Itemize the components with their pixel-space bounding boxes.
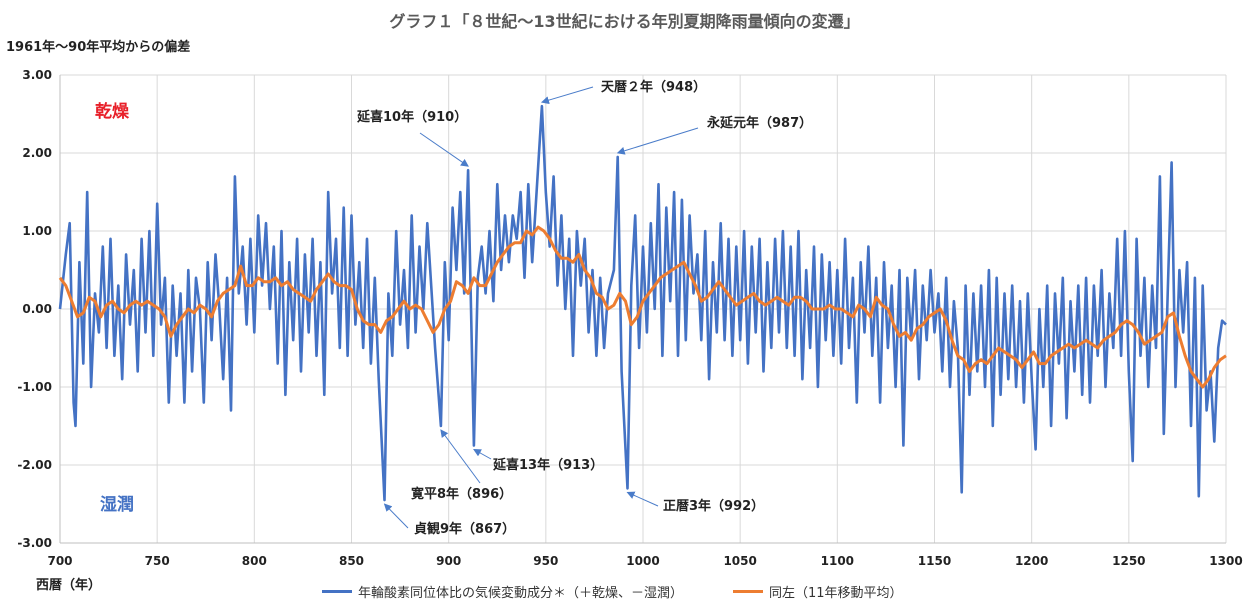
y-axis-label: 1961年～90年平均からの偏差 xyxy=(6,40,191,55)
legend-label-annual: 年輪酸素同位体比の気候変動成分＊（＋乾燥、－湿潤） xyxy=(358,586,684,601)
legend-swatch-annual xyxy=(322,590,352,593)
annotation-arrow xyxy=(616,127,699,155)
annotation-arrow xyxy=(473,449,492,460)
x-axis-label: 西暦（年） xyxy=(36,578,102,593)
x-tick-label: 1050 xyxy=(723,554,756,568)
x-tick-label: 850 xyxy=(339,554,364,568)
x-tick-label: 1000 xyxy=(626,554,659,568)
x-tick-label: 1250 xyxy=(1112,554,1145,568)
x-tick-label: 1300 xyxy=(1209,554,1242,568)
x-tick-label: 1100 xyxy=(821,554,854,568)
x-tick-label: 700 xyxy=(47,554,72,568)
annotation-arrow xyxy=(383,503,409,529)
legend-item-moving: 同左（11年移動平均） xyxy=(733,582,903,601)
annotation-label: 正暦3年（992） xyxy=(663,498,764,514)
y-tick-label: 1.00 xyxy=(22,224,52,238)
wet-region-label: 湿潤 xyxy=(100,495,134,515)
y-ticks: 3.00 2.00 1.00 0.00 -1.00 -2.00 -3.00 xyxy=(17,68,52,550)
y-tick-label: 0.00 xyxy=(22,302,52,316)
y-tick-label: -2.00 xyxy=(17,458,52,472)
x-tick-label: 1150 xyxy=(918,554,951,568)
annotation-label: 貞観9年（867） xyxy=(414,521,515,537)
x-tick-label: 1200 xyxy=(1015,554,1048,568)
x-ticks: 700 750 800 850 900 950 1000 1050 1100 1150 1200 12… xyxy=(47,554,1242,568)
series-line-moving-average xyxy=(58,225,1227,389)
y-tick-label: 2.00 xyxy=(22,146,52,160)
dry-region-label: 乾燥 xyxy=(95,101,130,122)
annotation-arrow xyxy=(626,491,659,507)
annotation-label: 延喜13年（913） xyxy=(492,457,603,473)
annotation-label: 延喜10年（910） xyxy=(356,109,467,125)
annotation-label: 永延元年（987） xyxy=(706,115,812,131)
annotation-arrow xyxy=(419,132,469,167)
y-tick-label: -1.00 xyxy=(17,380,52,394)
chart-title: グラフ１「８世紀～13世紀における年別夏期降雨量傾向の変遷」 xyxy=(389,12,860,31)
annotation-label: 寛平8年（896） xyxy=(411,486,512,502)
y-tick-label: 3.00 xyxy=(22,68,52,82)
legend-item-annual: 年輪酸素同位体比の気候変動成分＊（＋乾燥、－湿潤） xyxy=(322,582,683,601)
annotation-arrow xyxy=(440,429,481,484)
legend-swatch-moving xyxy=(733,590,763,593)
legend-label-moving: 同左（11年移動平均） xyxy=(769,586,903,601)
annotations: 延喜10年（910） 天暦２年（948） 永延元年（987） 延喜13年（913） 寛平… xyxy=(356,79,812,537)
annotation-label: 天暦２年（948） xyxy=(601,79,706,95)
y-tick-label: -3.00 xyxy=(17,536,52,550)
x-tick-label: 800 xyxy=(242,554,267,568)
x-tick-label: 950 xyxy=(533,554,558,568)
x-tick-label: 900 xyxy=(436,554,461,568)
series-lines xyxy=(58,104,1227,502)
annotation-arrow xyxy=(540,86,594,105)
x-tick-label: 750 xyxy=(145,554,170,568)
